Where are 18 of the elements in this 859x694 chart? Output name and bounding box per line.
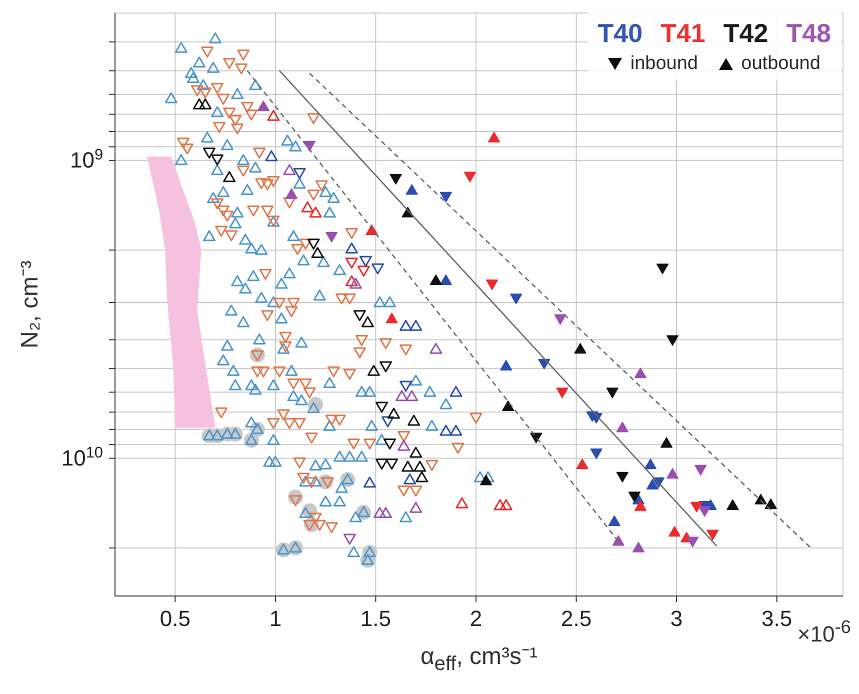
- text: ×10$^{-6}$: [797, 616, 851, 648]
- y-axis-title: N₂, cm⁻³: [16, 260, 44, 350]
- x-tick-label: 1.5: [360, 606, 392, 631]
- x-tick-label: 3.5: [762, 606, 792, 631]
- text: T41: [660, 18, 706, 49]
- x-tick-label: 1: [269, 606, 282, 631]
- y-tick-label: 10$^{10}$: [61, 444, 103, 470]
- text: T40: [598, 18, 643, 49]
- x-tick-label: 2: [470, 606, 482, 631]
- y-tick-label: 10$^{9}$: [70, 146, 103, 172]
- annotation: inbound: [630, 53, 698, 75]
- text: T48: [786, 18, 831, 49]
- text: T42: [723, 18, 768, 49]
- annotation: outbound: [741, 53, 820, 75]
- x-tick-label: 3: [670, 606, 683, 631]
- x-axis-title: α$_{eff}$, cm³s⁻¹: [420, 643, 538, 675]
- x-tick-label: 0.5: [160, 606, 190, 631]
- x-tick-label: 2.5: [560, 606, 592, 631]
